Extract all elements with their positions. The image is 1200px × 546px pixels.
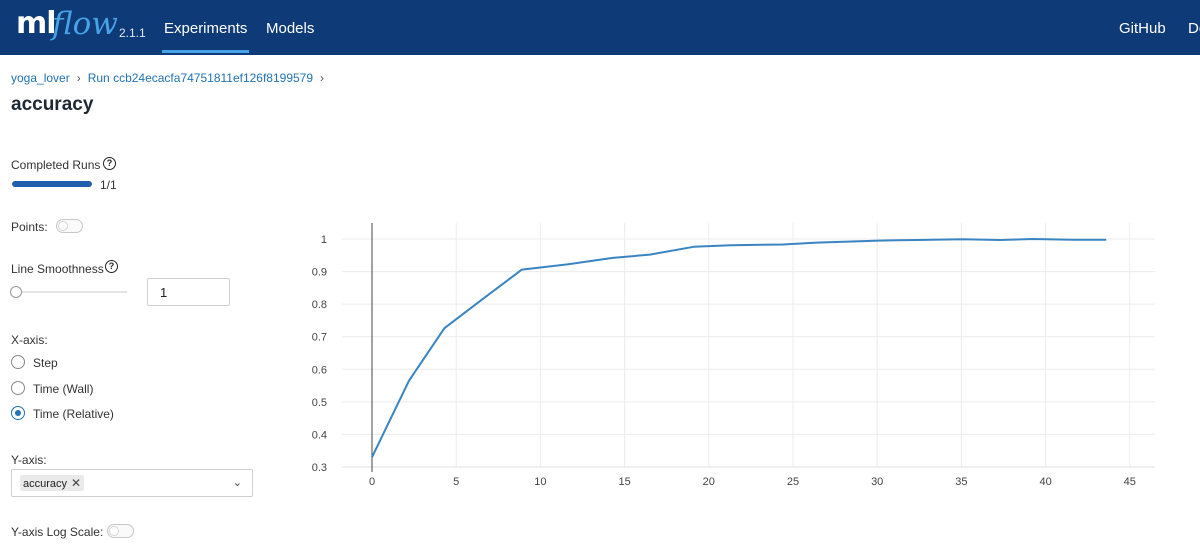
nav-models[interactable]: Models: [266, 20, 315, 37]
x-tick-label: 5: [453, 476, 459, 488]
x-tick-label: 45: [1124, 476, 1136, 488]
chart-series: [371, 238, 1107, 458]
page-title: accuracy: [11, 94, 94, 115]
xaxis-step-radio[interactable]: [11, 355, 25, 369]
line-smoothness-label: Line Smoothness: [11, 262, 104, 276]
yaxis-log-scale-toggle[interactable]: [107, 524, 134, 538]
x-tick-label: 20: [703, 476, 715, 488]
nav-experiments-label: Experiments: [164, 20, 248, 37]
version-label: 2.1.1: [119, 26, 146, 40]
x-tick-label: 15: [618, 476, 630, 488]
x-tick-label: 10: [534, 476, 546, 488]
xaxis-time-relative-radio[interactable]: [11, 406, 25, 420]
nav-github[interactable]: GitHub: [1119, 20, 1166, 37]
xaxis-time-relative-label[interactable]: Time (Relative): [33, 407, 114, 421]
y-tick-label: 0.3: [312, 462, 327, 474]
top-navigation-bar: ml flow 2.1.1 Experiments Models GitHub …: [0, 0, 1200, 55]
toggle-knob: [58, 221, 68, 231]
x-tick-label: 30: [871, 476, 883, 488]
xaxis-time-wall-label[interactable]: Time (Wall): [33, 382, 94, 396]
y-tick-label: 0.6: [312, 364, 327, 376]
help-icon[interactable]: ?: [105, 260, 118, 273]
points-toggle[interactable]: [56, 219, 83, 233]
line-smoothness-slider-handle[interactable]: [10, 286, 22, 298]
breadcrumb-separator: ›: [320, 71, 325, 85]
remove-tag-icon[interactable]: ✕: [71, 476, 82, 490]
x-tick-label: 35: [955, 476, 967, 488]
xaxis-label: X-axis:: [11, 333, 48, 347]
line-smoothness-input[interactable]: [147, 278, 230, 306]
breadcrumb-run-link[interactable]: Run ccb24ecacfa74751811ef126f8199579: [87, 71, 314, 85]
x-tick-label: 25: [787, 476, 799, 488]
nav-docs[interactable]: Docs: [1188, 20, 1200, 37]
progress-fill: [12, 181, 92, 187]
x-tick-label: 40: [1039, 476, 1051, 488]
breadcrumb-separator: ›: [76, 71, 81, 85]
xaxis-time-wall-radio[interactable]: [11, 381, 25, 395]
line-smoothness-slider-track[interactable]: [14, 291, 127, 293]
active-tab-indicator: [162, 50, 250, 53]
y-tick-label: 0.4: [312, 429, 327, 441]
breadcrumb: yoga_lover › Run ccb24ecacfa74751811ef126f…: [11, 71, 331, 85]
logo-ml-text: ml: [16, 6, 57, 41]
x-tick-label: 0: [369, 476, 375, 488]
yaxis-tag-label: accuracy: [23, 478, 68, 490]
nav-experiments[interactable]: Experiments: [162, 0, 250, 55]
chevron-down-icon[interactable]: ⌄: [232, 477, 242, 489]
y-tick-label: 0.9: [312, 267, 327, 279]
completed-runs-progress-bar: [12, 181, 92, 187]
x-axis-ticks: 0 5 10 15 20 25 30 35 40 45: [369, 476, 1136, 488]
xaxis-step-label[interactable]: Step: [33, 356, 58, 370]
y-axis-ticks: 0.3 0.4 0.5 0.6 0.7 0.8 0.9 1: [312, 234, 327, 474]
yaxis-selected-tag: accuracy ✕: [20, 475, 85, 491]
accuracy-series-line: [371, 238, 1107, 458]
completed-runs-label: Completed Runs: [11, 158, 101, 172]
y-tick-label: 0.7: [312, 332, 327, 344]
toggle-knob: [109, 526, 119, 536]
y-tick-label: 0.8: [312, 299, 327, 311]
yaxis-label: Y-axis:: [11, 453, 47, 467]
y-tick-label: 0.5: [312, 397, 327, 409]
yaxis-select[interactable]: accuracy ✕ ⌄: [11, 469, 253, 497]
chart-gridlines: [342, 223, 1155, 468]
y-tick-label: 1: [321, 234, 327, 246]
completed-runs-count: 1/1: [100, 178, 117, 192]
logo-flow-text: flow: [52, 6, 118, 42]
help-icon[interactable]: ?: [103, 157, 116, 170]
points-label: Points:: [11, 220, 48, 234]
breadcrumb-experiment-link[interactable]: yoga_lover: [11, 71, 70, 85]
yaxis-log-scale-label: Y-axis Log Scale:: [11, 525, 104, 539]
